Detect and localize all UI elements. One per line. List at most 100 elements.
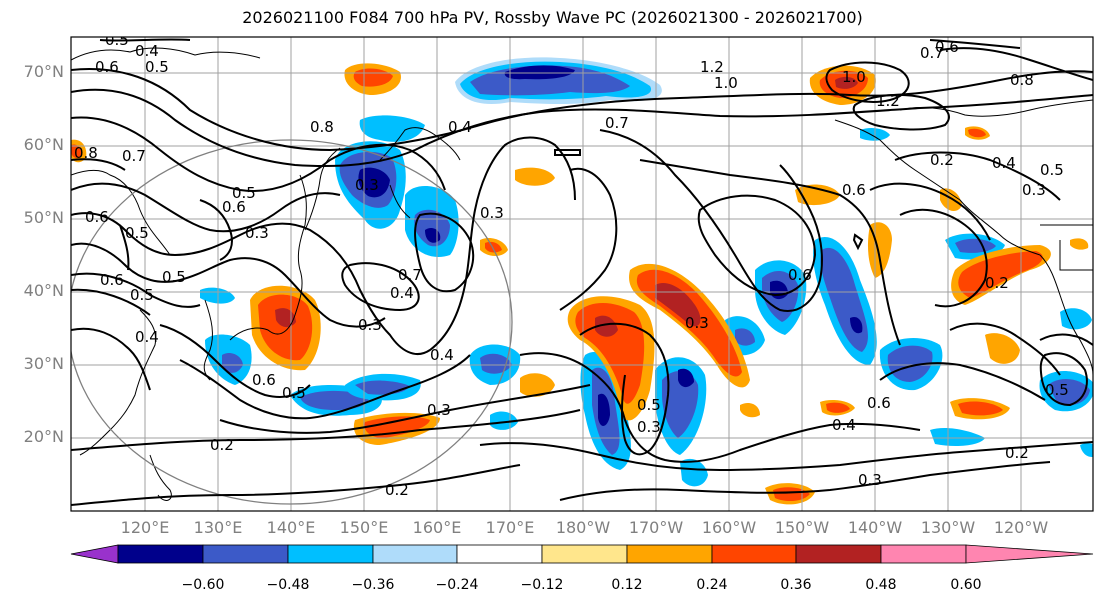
map-frame (70, 36, 1094, 512)
contour-label: 0.2 (385, 481, 409, 499)
lat-label: 60°N (23, 135, 64, 154)
contour-label: 0.3 (685, 314, 709, 332)
contour-label: 0.4 (832, 416, 856, 434)
contour-label: 0.6 (100, 271, 124, 289)
contour-label: 0.6 (842, 181, 866, 199)
contour-label: 0.6 (85, 208, 109, 226)
coastlines (71, 47, 1093, 501)
contour-label: 0.5 (637, 396, 661, 414)
colorbar-segment (880, 544, 967, 564)
contour-label: 0.2 (985, 274, 1009, 292)
contour-labels: 0.5 0.4 0.6 0.5 0.7 0.8 0.6 0.5 0.8 0.6 … (74, 31, 1069, 499)
contour-label: 0.5 (145, 58, 169, 76)
contour-label: 0.7 (920, 44, 944, 62)
contour-label: 0.3 (245, 224, 269, 242)
colorbar-segment (202, 544, 289, 564)
contour-label: 1.0 (842, 68, 866, 86)
contour-label: 0.7 (122, 147, 146, 165)
contour-label: 0.6 (867, 394, 891, 412)
contour-label: 0.8 (74, 144, 98, 162)
contour-label: 0.3 (1022, 181, 1046, 199)
lon-label: 140°W (847, 518, 903, 537)
lon-label: 130°W (920, 518, 976, 537)
colorbar-segment (626, 544, 713, 564)
pv-contours (71, 38, 1093, 506)
contour-label: 0.4 (992, 154, 1016, 172)
colorbar-segment (287, 544, 374, 564)
contour-label: 0.8 (1010, 71, 1034, 89)
colorbar-tick-label: 0.48 (865, 577, 897, 593)
lat-label: 40°N (23, 281, 64, 300)
contour-label: 0.6 (222, 198, 246, 216)
contour-label: 0.4 (448, 118, 472, 136)
contour-label: 0.4 (390, 284, 414, 302)
contour-label: 1.2 (876, 92, 900, 110)
colorbar-extend-low (70, 544, 119, 564)
reference-circle (71, 139, 513, 505)
colorbar-segment (456, 544, 543, 564)
colorbar (70, 544, 1094, 564)
colorbar-tick-label: −0.48 (266, 577, 310, 593)
colorbar-segment (795, 544, 882, 564)
contour-label: 0.5 (1040, 161, 1064, 179)
contour-label: 0.6 (788, 266, 812, 284)
contour-label: 0.3 (355, 176, 379, 194)
map-area: 0.5 0.4 0.6 0.5 0.7 0.8 0.6 0.5 0.8 0.6 … (71, 31, 1093, 511)
lon-label: 170°E (485, 518, 535, 537)
contour-label: 0.5 (162, 268, 186, 286)
contour-label: 0.8 (310, 118, 334, 136)
contour-label: 0.6 (935, 38, 959, 56)
lon-label: 170°W (628, 518, 684, 537)
contour-label: 0.5 (232, 184, 256, 202)
lon-label: 150°W (774, 518, 830, 537)
contour-label: 0.5 (105, 31, 129, 49)
lon-label: 120°E (120, 518, 170, 537)
contour-label: 0.5 (130, 286, 154, 304)
contour-label: 0.5 (125, 224, 149, 242)
contour-label: 0.3 (427, 401, 451, 419)
contour-label: 0.6 (95, 58, 119, 76)
contour-label: 0.2 (930, 151, 954, 169)
lon-label: 160°W (701, 518, 757, 537)
contour-label: 0.3 (358, 316, 382, 334)
colorbar-tick-label: 0.24 (696, 577, 728, 593)
lon-label: 150°E (339, 518, 389, 537)
colorbar-tick-label: −0.12 (520, 577, 564, 593)
lat-label: 30°N (23, 354, 64, 373)
lat-label: 20°N (23, 427, 64, 446)
contour-label: 0.2 (210, 436, 234, 454)
colorbar-tick-label: 0.36 (780, 577, 812, 593)
contour-label: 0.4 (135, 328, 159, 346)
contour-label: 0.3 (858, 471, 882, 489)
contour-label: 0.5 (1045, 381, 1069, 399)
colorbar-segment (541, 544, 628, 564)
lon-label: 180°W (555, 518, 611, 537)
lon-label: 120°W (993, 518, 1049, 537)
lat-label: 70°N (23, 62, 64, 81)
contour-label: 0.7 (398, 266, 422, 284)
colorbar-extend-high (965, 544, 1094, 564)
colorbar-tick-label: 0.12 (611, 577, 643, 593)
contour-label: 0.3 (637, 418, 661, 436)
contour-label: 0.4 (135, 42, 159, 60)
contour-label: 0.6 (252, 371, 276, 389)
colorbar-segment (711, 544, 797, 564)
colorbar-tick-label: 0.60 (950, 577, 982, 593)
contour-label: 0.3 (480, 204, 504, 222)
colorbar-tick-label: −0.60 (181, 577, 225, 593)
contour-label: 0.2 (1005, 444, 1029, 462)
map-title: 2026021100 F084 700 hPa PV, Rossby Wave … (242, 8, 863, 27)
colorbar-tick-label: −0.24 (435, 577, 479, 593)
contour-label: 1.0 (714, 74, 738, 92)
lat-label: 50°N (23, 208, 64, 227)
lon-label: 160°E (412, 518, 462, 537)
colorbar-segment (117, 544, 204, 564)
negative-anomaly-shading (200, 57, 1093, 487)
contour-label: 0.5 (282, 384, 306, 402)
contour-label: 1.2 (700, 58, 724, 76)
lon-label: 140°E (266, 518, 316, 537)
colorbar-tick-label: −0.36 (351, 577, 395, 593)
colorbar-segment (372, 544, 458, 564)
contour-label: 0.7 (605, 114, 629, 132)
